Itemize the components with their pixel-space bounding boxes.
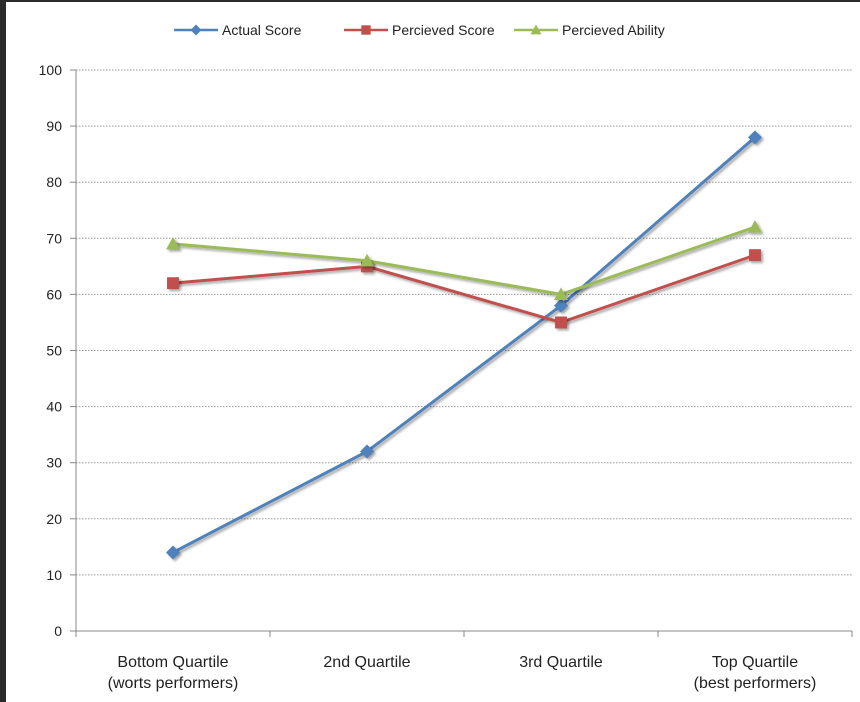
- series-line: [172, 136, 756, 554]
- y-tick-label: 70: [46, 230, 62, 246]
- y-axis-ticks: 0 10 20 30 40 50 60 70 80 90 100: [39, 62, 76, 639]
- x-category-line: (best performers): [694, 675, 817, 692]
- legend-item: Percieved Score: [344, 22, 495, 38]
- series-line: [172, 253, 756, 325]
- y-tick-label: 10: [46, 567, 62, 583]
- x-category-label: Top Quartile (best performers): [694, 654, 817, 692]
- legend-marker: [190, 24, 202, 36]
- legend-item: Percieved Ability: [514, 22, 665, 38]
- y-tick-label: 80: [46, 174, 62, 190]
- x-category-line: 2nd Quartile: [323, 654, 410, 671]
- series-actual-score: [166, 130, 762, 560]
- data-point: [166, 545, 180, 560]
- data-point: [166, 236, 180, 250]
- data-point: [748, 220, 762, 233]
- legend-label: Percieved Ability: [562, 22, 665, 38]
- plot-area: [166, 130, 762, 560]
- y-tick-label: 20: [46, 511, 62, 527]
- legend-item: Actual Score: [174, 22, 302, 38]
- legend: Actual Score Percieved Score Percieved Abi…: [174, 22, 665, 38]
- chart-frame: Actual Score Percieved Score Percieved Abi…: [6, 2, 860, 702]
- data-point: [360, 253, 374, 267]
- legend-marker: [361, 25, 371, 35]
- data-point: [555, 316, 567, 329]
- data-point: [167, 277, 179, 290]
- x-category-label: 3rd Quartile: [519, 654, 603, 671]
- data-point: [361, 260, 373, 273]
- legend-marker: [530, 24, 542, 35]
- x-category-line: 3rd Quartile: [519, 654, 603, 671]
- x-category-line: (worts performers): [108, 675, 239, 692]
- legend-label: Actual Score: [222, 22, 302, 38]
- y-tick-label: 30: [46, 455, 62, 471]
- y-tick-label: 0: [54, 623, 62, 639]
- x-category-line: Bottom Quartile: [117, 654, 228, 671]
- y-tick-label: 100: [39, 62, 63, 78]
- y-tick-label: 90: [46, 118, 62, 134]
- grid-lines: [76, 69, 852, 576]
- data-point: [554, 298, 568, 313]
- data-point: [749, 249, 761, 262]
- y-tick-label: 60: [46, 286, 62, 302]
- x-category-label: Bottom Quartile (worts performers): [108, 654, 239, 692]
- x-category-label: 2nd Quartile: [323, 654, 410, 671]
- data-point: [554, 287, 568, 300]
- x-axis-categories: Bottom Quartile (worts performers) 2nd Qua…: [108, 654, 817, 692]
- data-point: [360, 444, 374, 459]
- data-point: [748, 130, 762, 145]
- series-line: [172, 225, 756, 296]
- legend-label: Percieved Score: [392, 22, 495, 38]
- y-tick-label: 40: [46, 399, 62, 415]
- y-tick-label: 50: [46, 343, 62, 359]
- line-chart: Actual Score Percieved Score Percieved Abi…: [39, 22, 853, 692]
- x-category-line: Top Quartile: [712, 654, 798, 671]
- series-percieved-score: [167, 249, 761, 329]
- series-percieved-ability: [166, 220, 762, 300]
